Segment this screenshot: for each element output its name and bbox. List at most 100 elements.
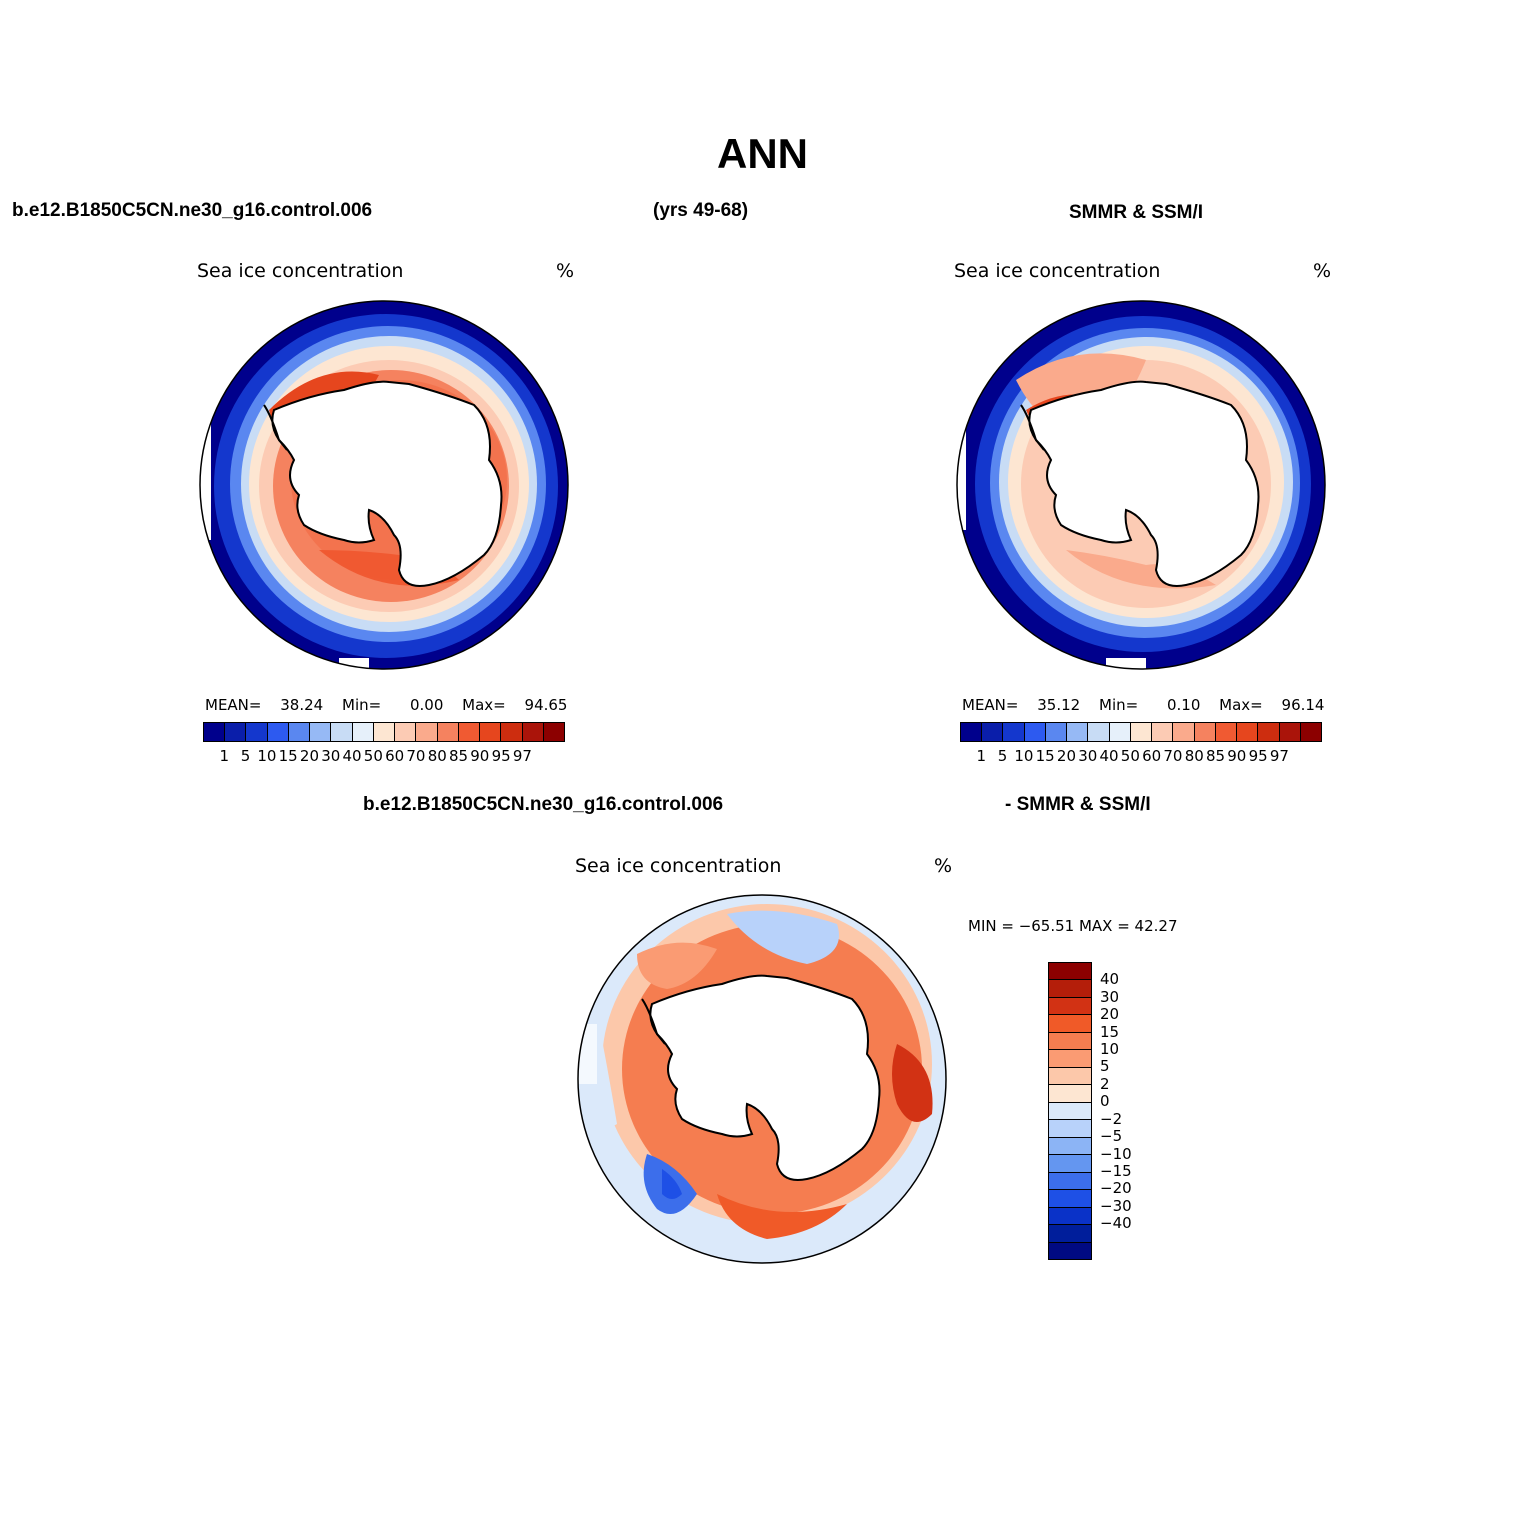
colorbar-tick-label: 15 [1035, 747, 1055, 765]
colorbar-swatch [352, 723, 374, 741]
colorbar-swatch [1109, 723, 1131, 741]
colorbar-swatch [225, 723, 247, 741]
obs-max-label: Max= [1219, 696, 1263, 714]
colorbar-swatch [1049, 1015, 1091, 1033]
obs-min-value: 0.10 [1166, 696, 1201, 714]
colorbar-swatch [331, 723, 353, 741]
colorbar-tick-label: 30 [1100, 987, 1120, 1006]
colorbar-tick-label: 40 [342, 747, 362, 765]
colorbar-tick-label: 50 [363, 747, 383, 765]
obs-min-label: Min= [1099, 696, 1139, 714]
colorbar-swatch [961, 723, 983, 741]
colorbar-swatch [1049, 1137, 1091, 1156]
colorbar-tick-label: −30 [1100, 1196, 1132, 1215]
colorbar-tick-label: 1 [219, 747, 230, 765]
diff-polar-map [577, 894, 947, 1264]
colorbar-swatch [1237, 723, 1259, 741]
colorbar-tick-label: 60 [1142, 747, 1162, 765]
colorbar-tick-label: −10 [1100, 1144, 1132, 1163]
obs-colorbar: 1 5 10 15 20 30 40 50 60 70 80 85 90 95 97 [960, 722, 1322, 765]
colorbar-swatch [1049, 1085, 1091, 1103]
colorbar-tick-label: 1 [976, 747, 987, 765]
diff-colorbar-ticks: 40 30 20 15 10 5 2 0 −2 −5 −10 −15 −20 −30 −40 [1100, 962, 1160, 1258]
diff-minmax: MIN = −65.51 MAX = 42.27 [968, 917, 1178, 935]
colorbar-tick-label: 95 [491, 747, 511, 765]
colorbar-tick-label: 97 [512, 747, 532, 765]
colorbar-swatch [395, 723, 417, 741]
colorbar-tick-label: 40 [1100, 970, 1120, 989]
colorbar-swatch [310, 723, 332, 741]
colorbar-swatch [416, 723, 438, 741]
colorbar-tick-label: 85 [1205, 747, 1226, 765]
colorbar-swatch [1067, 723, 1089, 741]
colorbar-swatch [1049, 1050, 1091, 1068]
colorbar-swatch [543, 723, 564, 741]
colorbar-swatch [1049, 1190, 1091, 1208]
colorbar-tick-label: 2 [1100, 1074, 1110, 1093]
colorbar-tick-label: 20 [299, 747, 320, 765]
model-panel-title: Sea ice concentration [197, 260, 404, 282]
obs-stats: MEAN= 35.12 Min= 0.10 Max= 96.14 [962, 696, 1324, 714]
colorbar-swatch [1045, 723, 1068, 741]
colorbar-swatch [1088, 723, 1110, 741]
model-max-label: Max= [462, 696, 506, 714]
model-colorbar-swatches [203, 722, 565, 742]
colorbar-swatch [373, 723, 396, 741]
model-min-value: 0.00 [409, 696, 444, 714]
colorbar-swatch [1049, 1155, 1091, 1173]
obs-colorbar-ticks: 1 5 10 15 20 30 40 50 60 70 80 85 90 95 97 [960, 747, 1322, 765]
colorbar-tick-label: −20 [1100, 1179, 1132, 1198]
colorbar-tick-label: 40 [1099, 747, 1119, 765]
colorbar-swatch [1049, 963, 1091, 981]
colorbar-tick-label: 30 [321, 747, 341, 765]
colorbar-swatch [246, 723, 268, 741]
colorbar-tick-label: 80 [1184, 747, 1204, 765]
colorbar-tick-label: −5 [1100, 1127, 1123, 1146]
colorbar-tick-label: 15 [278, 747, 298, 765]
model-colorbar-ticks: 1 5 10 15 20 30 40 50 60 70 80 85 90 95 97 [203, 747, 565, 765]
colorbar-swatch [267, 723, 289, 741]
obs-colorbar-swatches [960, 722, 1322, 742]
colorbar-tick-label: 95 [1248, 747, 1268, 765]
colorbar-swatch [1049, 1032, 1091, 1051]
diff-panel-unit: % [934, 855, 953, 877]
obs-polar-map [956, 300, 1326, 670]
years-header: (yrs 49-68) [653, 200, 749, 221]
colorbar-tick-label: 90 [470, 747, 490, 765]
colorbar-swatch [982, 723, 1004, 741]
colorbar-swatch [1173, 723, 1195, 741]
colorbar-tick-label: 0 [1100, 1092, 1110, 1111]
diff-panel-title: Sea ice concentration [575, 855, 782, 877]
colorbar-swatch [1003, 723, 1025, 741]
colorbar-tick-label: −2 [1100, 1109, 1123, 1128]
case-name-header: b.e12.B1850C5CN.ne30_g16.control.006 [12, 200, 373, 221]
colorbar-tick-label: 10 [257, 747, 277, 765]
diff-header-left: b.e12.B1850C5CN.ne30_g16.control.006 [363, 794, 724, 815]
diff-colorbar: 40 30 20 15 10 5 2 0 −2 −5 −10 −15 −20 −30 −40 [1048, 962, 1160, 1260]
colorbar-swatch [1152, 723, 1174, 741]
colorbar-swatch [1194, 723, 1216, 741]
colorbar-tick-label: 20 [1100, 1005, 1120, 1024]
model-stats: MEAN= 38.24 Min= 0.00 Max= 94.65 [205, 696, 567, 714]
model-colorbar: 1 5 10 15 20 30 40 50 60 70 80 85 90 95 97 [203, 722, 565, 765]
model-mean-label: MEAN= [205, 696, 262, 714]
colorbar-tick-label: 5 [240, 747, 251, 765]
model-panel-unit: % [556, 260, 575, 282]
obs-panel-unit: % [1313, 260, 1332, 282]
colorbar-tick-label: 5 [997, 747, 1008, 765]
colorbar-tick-label: 70 [1163, 747, 1183, 765]
colorbar-swatch [288, 723, 311, 741]
obs-panel-title: Sea ice concentration [954, 260, 1161, 282]
colorbar-tick-label: 97 [1269, 747, 1289, 765]
colorbar-tick-label: −40 [1100, 1214, 1132, 1233]
colorbar-swatch [1049, 1172, 1091, 1191]
colorbar-tick-label: 10 [1014, 747, 1034, 765]
colorbar-swatch [480, 723, 502, 741]
model-max-value: 94.65 [524, 696, 568, 714]
colorbar-swatch [501, 723, 523, 741]
colorbar-swatch [1049, 1225, 1091, 1243]
colorbar-swatch [1279, 723, 1301, 741]
colorbar-swatch [1049, 997, 1091, 1016]
page-title: ANN [717, 130, 808, 177]
diff-colorbar-swatches [1048, 962, 1092, 1260]
